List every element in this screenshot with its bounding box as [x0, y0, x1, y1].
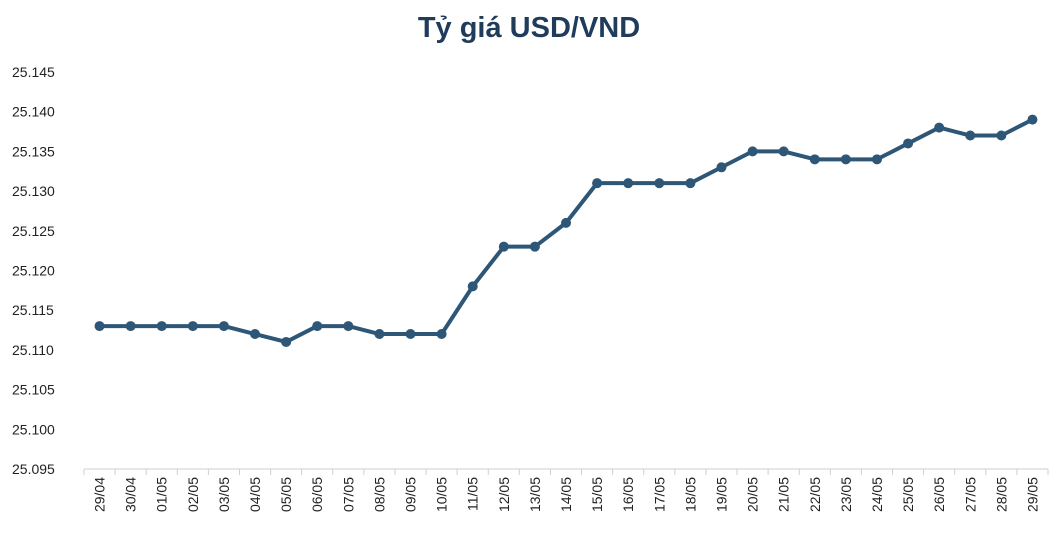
y-tick-label: 25.095	[12, 461, 55, 477]
y-tick-label: 25.125	[12, 223, 55, 239]
data-point	[312, 321, 323, 332]
x-tick-label: 17/05	[651, 477, 667, 512]
data-point	[94, 321, 105, 332]
y-tick-label: 25.140	[12, 104, 55, 120]
data-point	[809, 154, 820, 165]
x-tick-label: 22/05	[807, 477, 823, 512]
x-tick-label: 07/05	[340, 477, 356, 512]
y-tick-label: 25.115	[12, 302, 54, 318]
data-point	[343, 321, 354, 332]
series-line	[97, 117, 1035, 344]
chart-title: Tỷ giá USD/VND	[417, 12, 641, 44]
data-point	[623, 178, 634, 189]
x-tick-label: 16/05	[620, 477, 636, 512]
data-point	[778, 146, 789, 157]
x-tick-label: 18/05	[682, 477, 698, 512]
data-point	[405, 329, 416, 340]
x-tick-label: 19/05	[713, 477, 729, 512]
x-tick-label: 08/05	[371, 477, 387, 512]
x-tick-label: 13/05	[527, 477, 543, 512]
x-tick-label: 04/05	[247, 477, 263, 512]
x-tick-label: 26/05	[931, 477, 947, 512]
data-point	[747, 146, 758, 157]
data-point	[996, 130, 1007, 141]
data-point	[592, 178, 603, 189]
y-tick-label: 25.145	[12, 64, 55, 80]
data-point	[436, 329, 447, 340]
data-point	[498, 241, 509, 252]
data-point	[716, 162, 727, 173]
x-tick-label: 14/05	[558, 477, 574, 512]
data-point	[561, 217, 571, 228]
x-tick-label: 30/04	[123, 477, 139, 512]
x-tick-label: 29/05	[1024, 477, 1040, 512]
data-point	[467, 281, 478, 292]
x-tick-label: 27/05	[962, 477, 978, 512]
x-tick-label: 25/05	[900, 477, 916, 512]
y-tick-label: 25.135	[12, 143, 55, 159]
y-tick-label: 25.120	[12, 263, 55, 279]
data-point	[654, 178, 665, 189]
y-tick-label: 25.105	[12, 382, 55, 398]
x-tick-label: 06/05	[309, 477, 325, 512]
x-tick-label: 10/05	[434, 477, 450, 512]
x-tick-label: 15/05	[589, 477, 605, 512]
x-tick-label: 09/05	[403, 477, 419, 512]
data-point	[125, 321, 136, 332]
x-tick-label: 11/05	[465, 477, 481, 511]
data-point	[934, 122, 945, 133]
series-points	[94, 114, 1038, 347]
x-tick-label: 12/05	[496, 477, 512, 512]
data-point	[685, 178, 696, 189]
x-tick-label: 03/05	[216, 477, 232, 512]
data-point	[218, 321, 229, 332]
x-axis-tickmarks	[83, 469, 1049, 475]
x-tick-label: 05/05	[278, 477, 294, 512]
data-point	[250, 329, 261, 340]
x-tick-label: 24/05	[869, 477, 885, 512]
data-point	[156, 321, 167, 332]
data-point	[965, 130, 976, 141]
x-tick-label: 21/05	[776, 477, 792, 512]
data-point	[840, 154, 851, 165]
y-tick-label: 25.130	[12, 183, 55, 199]
x-tick-label: 20/05	[745, 477, 761, 512]
data-point	[281, 336, 292, 347]
x-tick-label: 02/05	[185, 477, 201, 512]
data-point	[871, 154, 882, 165]
data-point	[187, 321, 198, 332]
y-tick-label: 25.100	[12, 421, 55, 437]
x-tick-label: 29/04	[92, 477, 108, 512]
x-tick-label: 23/05	[838, 477, 854, 512]
x-tick-label: 28/05	[993, 477, 1009, 512]
data-point	[1027, 114, 1038, 125]
data-point	[903, 138, 914, 149]
data-point	[374, 329, 385, 340]
data-point	[529, 241, 540, 252]
y-axis-ticks: 25.095 25.100 25.105 25.110 25.115 25.120 25.1…	[12, 64, 55, 477]
x-tick-label: 01/05	[154, 477, 170, 512]
x-axis-labels: 29/04 30/04 01/05 02/05 03/05 04/05 05/05 06/05…	[92, 477, 1041, 512]
y-tick-label: 25.110	[12, 342, 54, 358]
